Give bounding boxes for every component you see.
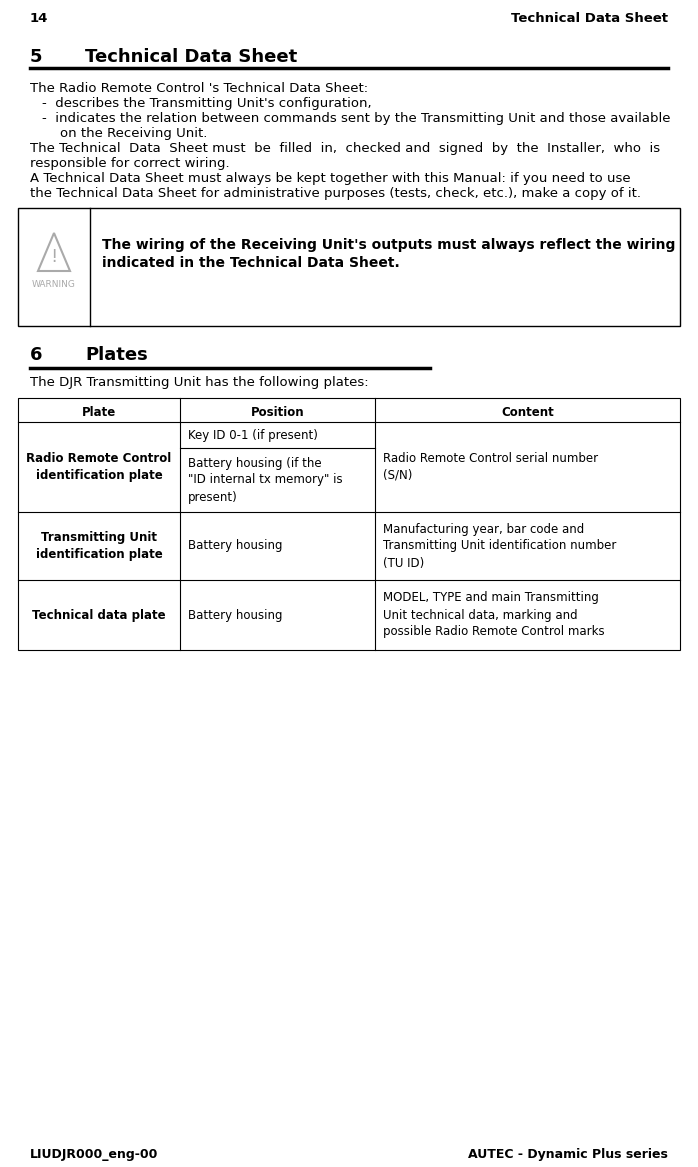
Text: Technical Data Sheet: Technical Data Sheet	[85, 48, 297, 67]
Text: WARNING: WARNING	[32, 280, 76, 289]
Text: Position: Position	[251, 405, 304, 419]
Text: Battery housing (if the
"ID internal tx memory" is
present): Battery housing (if the "ID internal tx …	[188, 456, 343, 503]
Text: Plates: Plates	[85, 345, 148, 364]
Text: The Technical  Data  Sheet must  be  filled  in,  checked and  signed  by  the  : The Technical Data Sheet must be filled …	[30, 142, 660, 155]
Text: The DJR Transmitting Unit has the following plates:: The DJR Transmitting Unit has the follow…	[30, 376, 369, 389]
Text: the Technical Data Sheet for administrative purposes (tests, check, etc.), make : the Technical Data Sheet for administrat…	[30, 187, 641, 200]
Text: The Radio Remote Control 's Technical Data Sheet:: The Radio Remote Control 's Technical Da…	[30, 82, 368, 95]
Text: Technical data plate: Technical data plate	[32, 608, 166, 622]
Text: Manufacturing year, bar code and
Transmitting Unit identification number
(TU ID): Manufacturing year, bar code and Transmi…	[383, 523, 616, 569]
Text: -  indicates the relation between commands sent by the Transmitting Unit and tho: - indicates the relation between command…	[42, 112, 671, 125]
Text: Radio Remote Control serial number
(S/N): Radio Remote Control serial number (S/N)	[383, 452, 598, 482]
Text: Technical Data Sheet: Technical Data Sheet	[511, 12, 668, 25]
Text: Battery housing: Battery housing	[188, 539, 283, 552]
Text: Radio Remote Control
identification plate: Radio Remote Control identification plat…	[27, 452, 172, 482]
Text: Content: Content	[501, 405, 554, 419]
Text: Battery housing: Battery housing	[188, 608, 283, 622]
Text: Key ID 0-1 (if present): Key ID 0-1 (if present)	[188, 428, 318, 441]
Text: MODEL, TYPE and main Transmitting
Unit technical data, marking and
possible Radi: MODEL, TYPE and main Transmitting Unit t…	[383, 592, 604, 638]
Text: 5: 5	[30, 48, 43, 67]
Bar	[18, 398, 680, 650]
Text: 14: 14	[30, 12, 48, 25]
Text: on the Receiving Unit.: on the Receiving Unit.	[60, 127, 207, 140]
Text: indicated in the Technical Data Sheet.: indicated in the Technical Data Sheet.	[102, 256, 400, 270]
Text: LIUDJR000_eng-00: LIUDJR000_eng-00	[30, 1148, 158, 1161]
Text: responsible for correct wiring.: responsible for correct wiring.	[30, 158, 230, 170]
Bar	[18, 208, 680, 326]
Text: Transmitting Unit
identification plate: Transmitting Unit identification plate	[36, 531, 163, 561]
Text: Plate: Plate	[82, 405, 116, 419]
Text: !: !	[50, 247, 58, 266]
Text: 6: 6	[30, 345, 43, 364]
Text: A Technical Data Sheet must always be kept together with this Manual: if you nee: A Technical Data Sheet must always be ke…	[30, 172, 630, 186]
Text: The wiring of the Receiving Unit's outputs must always reflect the wiring: The wiring of the Receiving Unit's outpu…	[102, 238, 676, 252]
Text: AUTEC - Dynamic Plus series: AUTEC - Dynamic Plus series	[468, 1148, 668, 1161]
Text: -  describes the Transmitting Unit's configuration,: - describes the Transmitting Unit's conf…	[42, 97, 371, 110]
